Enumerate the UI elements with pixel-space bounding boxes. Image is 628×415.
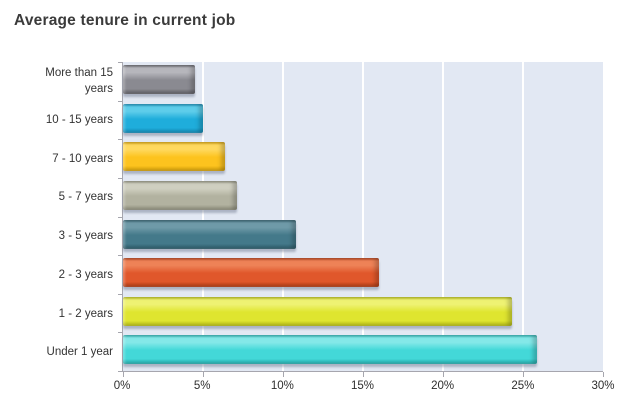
- bar-2-3-years: [123, 258, 379, 288]
- x-axis-tick: [603, 372, 604, 377]
- bar-row: [123, 139, 603, 178]
- bar-row: [123, 62, 603, 101]
- gridline-15: [362, 62, 364, 371]
- y-axis-label-more-than-15-years: More than 15 years: [45, 66, 113, 96]
- y-axis-tick: [118, 332, 123, 334]
- bar-row: [123, 255, 603, 294]
- bar-5-7-years: [123, 180, 237, 210]
- y-axis-tick: [118, 293, 123, 295]
- y-axis-label-10-15-years: 10 - 15 years: [45, 113, 113, 126]
- bar-row: [123, 332, 603, 371]
- x-axis-label-5: 5%: [193, 380, 211, 392]
- gridline-20: [441, 62, 444, 371]
- y-axis-tick: [118, 139, 123, 141]
- plot-area: [118, 62, 604, 377]
- bar-row: [123, 178, 603, 217]
- x-axis-tick: [202, 372, 204, 377]
- bar-row: [123, 101, 603, 140]
- y-axis-tick: [118, 371, 123, 372]
- y-axis-tick: [118, 255, 123, 257]
- bar-more-than-15-years: [123, 65, 195, 94]
- y-axis-label-under-1-year: Under 1 year: [46, 346, 113, 359]
- bar-7-10-years: [123, 142, 226, 172]
- y-axis-tick: [118, 216, 123, 218]
- y-axis-labels: More than 15 years 10 - 15 years 7 - 10 ye…: [10, 62, 122, 372]
- x-axis-label-20: 20%: [431, 380, 455, 392]
- bar-row: [123, 217, 603, 256]
- gridline-10: [281, 62, 284, 371]
- x-axis-tick: [523, 372, 524, 377]
- x-axis-tick: [442, 372, 444, 377]
- bar-row: [123, 294, 603, 333]
- bar-10-15-years: [123, 103, 203, 133]
- y-axis-label-1-2-years: 1 - 2 years: [58, 307, 113, 320]
- x-axis-tick: [363, 372, 364, 377]
- y-axis-tick: [118, 100, 123, 102]
- bar-1-2-years: [123, 296, 512, 326]
- x-axis-tick: [282, 372, 284, 377]
- y-axis-label-5-7-years: 5 - 7 years: [58, 191, 113, 204]
- y-axis-label-7-10-years: 7 - 10 years: [52, 152, 113, 165]
- gridline-5: [201, 62, 204, 371]
- y-axis-tick: [118, 62, 123, 63]
- x-axis-label-10: 10%: [270, 380, 294, 392]
- gridline-25: [522, 62, 524, 371]
- x-axis-label-25: 25%: [511, 380, 535, 392]
- chart-title: Average tenure in current job: [14, 12, 236, 29]
- x-axis-tick: [123, 372, 124, 377]
- x-axis-label-30: 30%: [591, 380, 615, 392]
- plot-rows: [123, 62, 603, 371]
- bar-3-5-years: [123, 219, 296, 249]
- x-axis-label-0: 0%: [113, 380, 131, 392]
- y-axis-tick: [118, 177, 123, 179]
- bar-under-1-year: [123, 335, 538, 365]
- y-axis-label-3-5-years: 3 - 5 years: [58, 230, 113, 243]
- x-axis-labels: 0% 5% 10% 15% 20% 25% 30%: [114, 380, 615, 396]
- y-axis-label-2-3-years: 2 - 3 years: [58, 268, 113, 281]
- x-axis-label-15: 15%: [350, 380, 375, 392]
